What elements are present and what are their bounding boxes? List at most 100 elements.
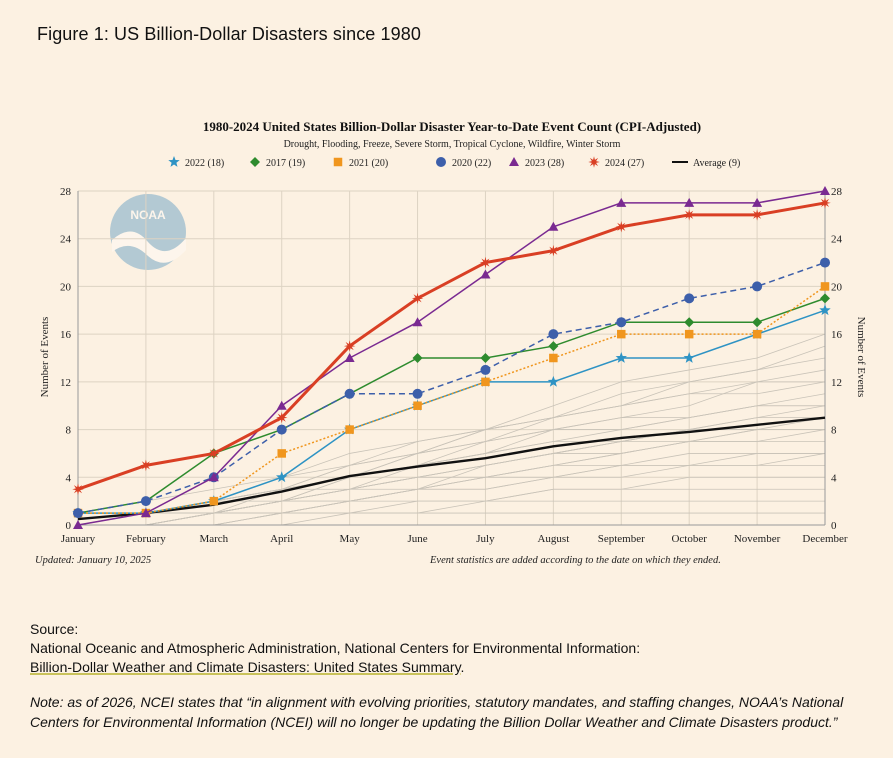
- data-point: [820, 282, 830, 291]
- x-tick-label: March: [199, 533, 228, 545]
- data-point: [547, 244, 560, 257]
- series-line: [78, 285, 826, 514]
- data-point: [683, 209, 695, 221]
- data-point: [819, 197, 831, 209]
- noaa-logo-gull: [112, 231, 186, 263]
- data-point: [820, 293, 830, 304]
- series-line: [77, 190, 826, 526]
- y-tick-label-right: 8: [831, 425, 837, 437]
- x-tick-label: September: [598, 533, 645, 545]
- legend-item: 2024 (27): [588, 156, 644, 169]
- data-point: [752, 329, 762, 339]
- legend-item: 2017 (19): [250, 157, 305, 169]
- data-point: [276, 471, 288, 483]
- data-point: [345, 425, 354, 434]
- legend-item: 2022 (18): [168, 156, 224, 169]
- y-tick-label-right: 12: [831, 377, 842, 389]
- noaa-logo-circle: [110, 194, 186, 270]
- data-point: [752, 197, 763, 207]
- legend-label: 2017 (19): [266, 158, 305, 169]
- x-tick-label: February: [126, 533, 166, 545]
- noaa-logo-text: NOAA: [130, 208, 166, 222]
- data-point: [752, 281, 763, 292]
- y-tick-label-right: 20: [831, 281, 843, 293]
- data-point: [548, 329, 559, 340]
- series-2023: [73, 186, 830, 529]
- series-line: [77, 201, 826, 491]
- data-point: [616, 197, 627, 207]
- disclaimer-note: Note: as of 2026, NCEI states that “in a…: [30, 692, 860, 732]
- y-tick-label-left: 8: [66, 425, 72, 437]
- data-point: [73, 508, 83, 519]
- legend-label: Average (9): [693, 158, 740, 169]
- data-point: [209, 496, 219, 506]
- series-line: [77, 416, 826, 521]
- data-point: [208, 447, 220, 460]
- data-point: [548, 341, 559, 352]
- chart-title: 1980-2024 United States Billion-Dollar D…: [203, 119, 701, 134]
- historical-year-line: [78, 453, 825, 526]
- data-point: [547, 375, 560, 387]
- data-point: [413, 401, 422, 410]
- data-point: [479, 256, 492, 269]
- y-tick-label-right: 16: [831, 329, 843, 341]
- source-line: National Oceanic and Atmospheric Adminis…: [30, 640, 641, 656]
- legend-label: 2022 (18): [185, 158, 224, 169]
- y-axis-label-left: Number of Events: [39, 317, 51, 398]
- y-tick-label-right: 4: [831, 472, 837, 484]
- series-2024: [72, 197, 831, 495]
- data-point: [616, 317, 627, 328]
- data-point: [481, 377, 490, 387]
- series-2021: [73, 282, 830, 518]
- figure-title: Figure 1: US Billion-Dollar Disasters si…: [37, 24, 421, 44]
- y-tick-label-left: 4: [66, 472, 72, 484]
- source-label: Source:: [30, 621, 79, 637]
- disaster-chart: NOAA 1980-2024 United States Billion-Dol…: [35, 119, 867, 566]
- data-point: [412, 388, 423, 399]
- data-point: [344, 353, 355, 362]
- data-point: [276, 411, 288, 424]
- data-point: [820, 257, 830, 268]
- historical-year-line: [77, 345, 826, 526]
- data-point: [480, 364, 491, 375]
- data-point: [140, 459, 152, 472]
- series-2017: [73, 293, 830, 519]
- data-point: [411, 292, 424, 305]
- data-point: [412, 353, 423, 363]
- data-point: [72, 483, 84, 495]
- y-tick-label-left: 24: [60, 234, 72, 246]
- x-tick-label: May: [340, 533, 361, 545]
- series-line: [77, 261, 826, 514]
- data-point: [140, 508, 151, 518]
- data-point: [819, 304, 831, 316]
- source-link-tail: .: [460, 659, 465, 675]
- data-point: [276, 400, 287, 410]
- historical-year-line: [78, 464, 825, 526]
- data-point: [684, 317, 695, 328]
- data-point: [208, 472, 219, 482]
- y-tick-label-left: 0: [66, 520, 72, 532]
- x-tick-label: December: [802, 533, 848, 545]
- historical-year-line: [78, 512, 825, 526]
- data-point: [276, 424, 287, 435]
- data-point: [343, 340, 356, 352]
- updated-note: Updated: January 10, 2025: [35, 555, 151, 566]
- data-point: [73, 520, 83, 529]
- data-point: [752, 317, 763, 328]
- legend-swatch: [436, 157, 446, 167]
- x-tick-label: October: [671, 533, 707, 545]
- data-point: [684, 293, 695, 304]
- chart-subtitle: Drought, Flooding, Freeze, Severe Storm,…: [284, 139, 621, 150]
- series-line: [78, 309, 826, 514]
- legend-label: 2024 (27): [605, 158, 644, 169]
- note-prefix: Note: as of 2026, NCEI states that “: [30, 694, 251, 710]
- data-point: [615, 221, 627, 233]
- legend-swatch: [250, 157, 260, 167]
- y-tick-label-left: 20: [60, 281, 72, 293]
- data-point: [684, 197, 695, 207]
- x-tick-label: April: [270, 533, 293, 545]
- legend-item: 2020 (22): [436, 157, 491, 169]
- source-link[interactable]: Billion-Dollar Weather and Climate Disas…: [30, 659, 461, 675]
- data-point: [277, 449, 286, 458]
- data-point: [548, 221, 559, 231]
